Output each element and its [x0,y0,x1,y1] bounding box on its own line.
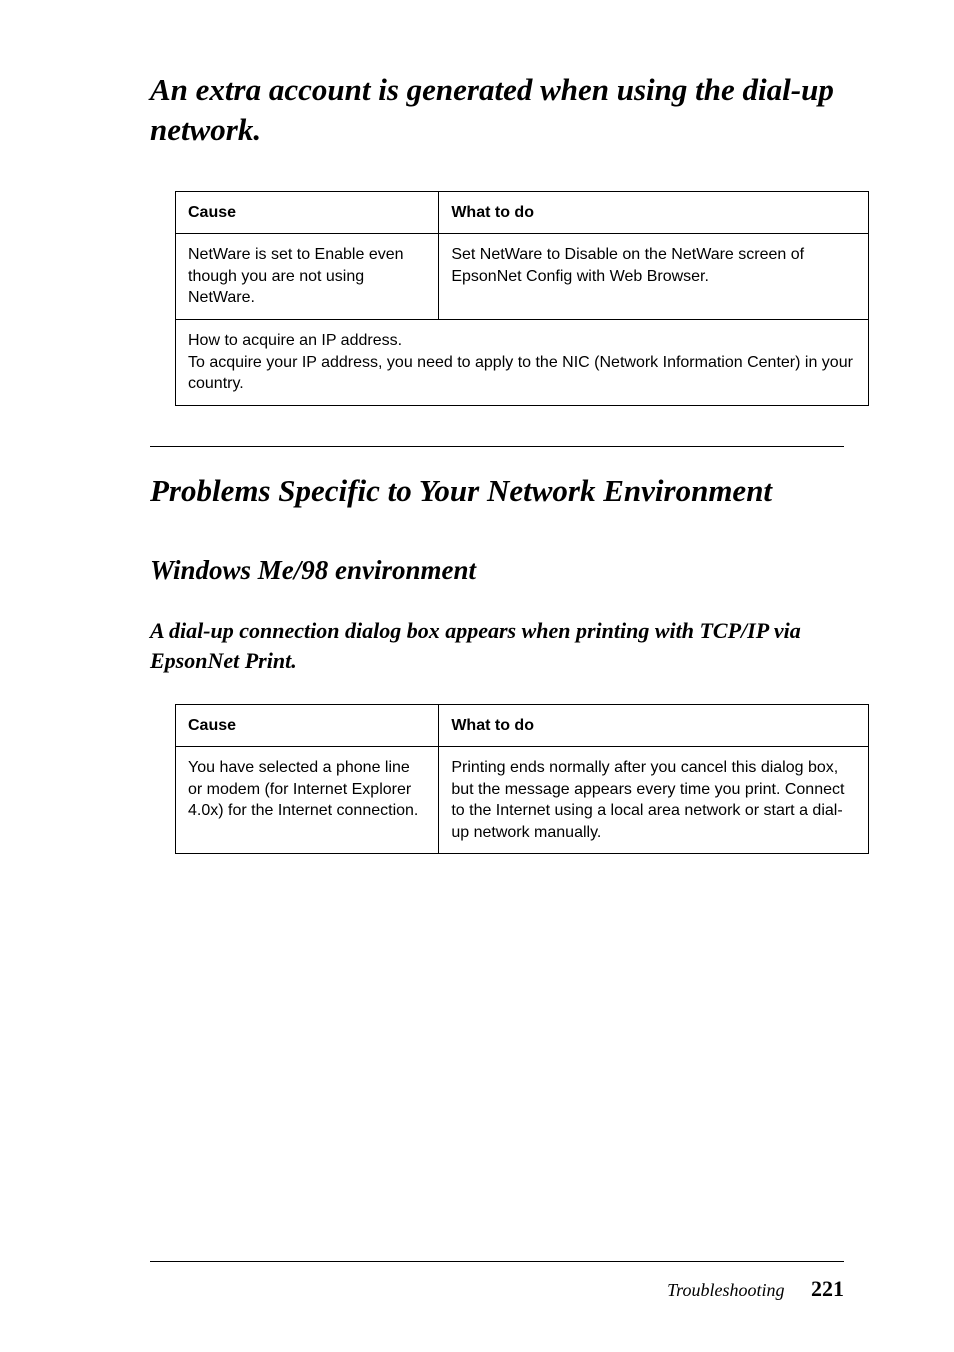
heading-problems-specific: Problems Specific to Your Network Enviro… [150,446,844,511]
heading-windows-me98: Windows Me/98 environment [150,553,844,588]
footer-page-number: 221 [811,1276,844,1301]
table2-header-cause: Cause [176,704,439,747]
table2-row1-what: Printing ends normally after you cancel … [439,747,869,854]
table1-row1-what: Set NetWare to Disable on the NetWare sc… [439,234,869,320]
heading-extra-account: An extra account is generated when using… [150,70,844,151]
table-dialup-dialog: Cause What to do You have selected a pho… [175,704,869,855]
footer-title: Troubleshooting [667,1280,784,1300]
table1-header-what: What to do [439,191,869,234]
footer: Troubleshooting 221 [667,1276,844,1302]
table2-row1-cause: You have selected a phone line or modem … [176,747,439,854]
table1-header-cause: Cause [176,191,439,234]
table-extra-account: Cause What to do NetWare is set to Enabl… [175,191,869,406]
table1-row2-span: How to acquire an IP address. To acquire… [176,319,869,405]
footer-rule [150,1261,844,1262]
heading-dialup-dialog: A dial-up connection dialog box appears … [150,616,844,675]
table2-header-what: What to do [439,704,869,747]
table1-row1-cause: NetWare is set to Enable even though you… [176,234,439,320]
